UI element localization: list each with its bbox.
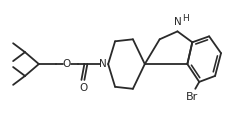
Text: H: H [182, 14, 189, 23]
Text: N: N [99, 59, 107, 69]
Text: O: O [79, 83, 88, 93]
Text: Br: Br [186, 92, 198, 102]
Text: N: N [174, 17, 181, 27]
Text: O: O [62, 59, 71, 69]
